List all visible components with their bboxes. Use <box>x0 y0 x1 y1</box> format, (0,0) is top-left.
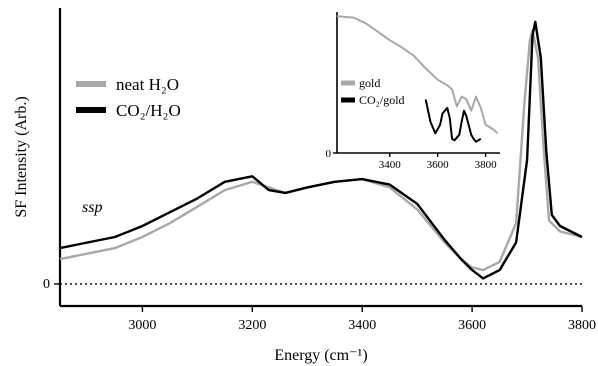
main-series-neat-line <box>59 28 583 272</box>
main-x-tick-label-3000: 3000 <box>128 318 156 333</box>
inset-series-gold-line <box>336 15 499 135</box>
main-y-axis-title: SF Intensity (Arb.) <box>13 96 30 217</box>
main-x-axis-title: Energy (cm⁻¹) <box>274 347 367 364</box>
legend-label-neat-water: neat H₂O <box>116 75 179 94</box>
inset-x-tick-label-3800: 3800 <box>475 159 498 171</box>
polarization-annotation: ssp <box>82 199 102 216</box>
main-legend: neat H₂O CO₂/H₂O <box>76 75 181 120</box>
main-x-tick-label-3600: 3600 <box>458 318 486 333</box>
main-x-tick-label-3400: 3400 <box>348 318 376 333</box>
inset-x-ticks: 3400 3600 3800 <box>379 153 497 171</box>
inset-y-ticks: 0 <box>326 148 337 160</box>
inset-legend-label-gold: gold <box>359 76 380 90</box>
main-x-ticks: 3000 3200 3400 3600 3800 <box>128 306 596 333</box>
main-y-tick-label-0: 0 <box>43 277 50 292</box>
main-y-ticks: 0 <box>43 277 60 292</box>
inset-y-tick-label-0: 0 <box>326 148 332 160</box>
main-series-group <box>59 20 583 280</box>
inset-legend: gold CO₂/gold <box>341 76 405 107</box>
inset-x-tick-label-3400: 3400 <box>379 159 402 171</box>
inset-series-co2gold-line <box>424 99 482 143</box>
inset-series-group <box>336 15 499 143</box>
legend-label-co2-water: CO₂/H₂O <box>116 101 181 120</box>
inset-panel: 3400 3600 3800 0 gold CO₂/gold <box>326 12 500 171</box>
main-x-tick-label-3200: 3200 <box>238 318 266 333</box>
main-axes <box>58 8 582 308</box>
main-x-tick-label-3800: 3800 <box>568 318 596 333</box>
main-series-co2-line <box>59 20 583 280</box>
inset-legend-label-co2-gold: CO₂/gold <box>359 93 405 107</box>
inset-x-tick-label-3600: 3600 <box>427 159 450 171</box>
